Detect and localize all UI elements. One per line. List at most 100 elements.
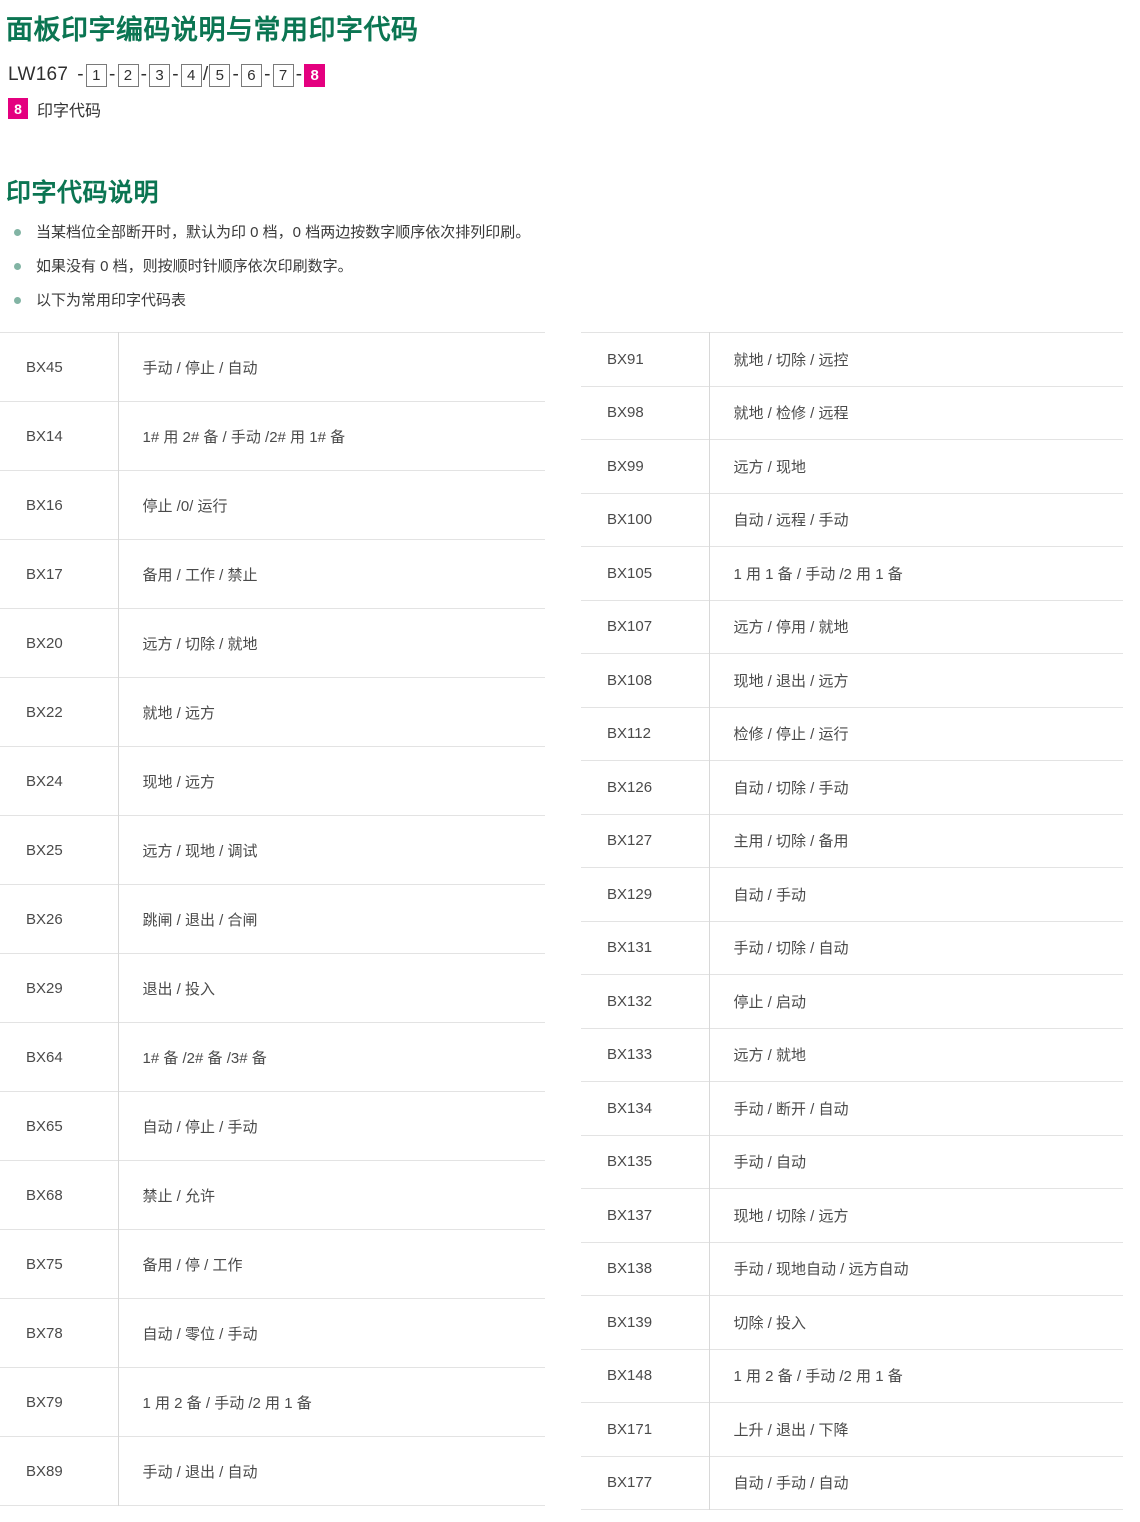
code-cell: BX137 (607, 1206, 653, 1224)
table-row: BX126 自动 / 切除 / 手动 (581, 760, 1123, 814)
code-dash: - (77, 64, 84, 86)
description-cell: 停止 / 启动 (708, 974, 1123, 1028)
description-cell: 自动 / 停止 / 手动 (117, 1091, 545, 1161)
code-cell: BX91 (607, 350, 644, 368)
table-row: BX131 手动 / 切除 / 自动 (581, 921, 1123, 975)
table-row: BX105 1 用 1 备 / 手动 /2 用 1 备 (581, 546, 1123, 600)
table-row: BX25 远方 / 现地 / 调试 (0, 815, 545, 885)
description-cell: 手动 / 停止 / 自动 (117, 332, 545, 402)
code-segment-4: 4 (180, 63, 202, 87)
description-cell: 1 用 1 备 / 手动 /2 用 1 备 (708, 546, 1123, 600)
table-row: BX24 现地 / 远方 (0, 746, 545, 816)
description-cell: 检修 / 停止 / 运行 (708, 707, 1123, 761)
code-segment-7: 7 (272, 63, 294, 87)
description-cell: 备用 / 停 / 工作 (117, 1229, 545, 1299)
code-table-right-column: BX91 就地 / 切除 / 远控 BX98 就地 / 检修 / 远程 BX99 远方 /… (568, 332, 1140, 1510)
code-cell: BX177 (607, 1474, 653, 1492)
code-cell: BX127 (607, 832, 653, 850)
code-cell: BX26 (26, 910, 63, 928)
table-row: BX148 1 用 2 备 / 手动 /2 用 1 备 (581, 1349, 1123, 1403)
bullet-dot-icon (14, 228, 21, 236)
model-name: LW167 (8, 64, 69, 86)
table-row: BX138 手动 / 现地自动 / 远方自动 (581, 1242, 1123, 1296)
table-row: BX45 手动 / 停止 / 自动 (0, 332, 545, 402)
code-cell: BX148 (607, 1367, 653, 1385)
table-row: BX75 备用 / 停 / 工作 (0, 1229, 545, 1299)
code-segment-8-highlight: 8 (304, 63, 326, 87)
list-item-text: 当某档位全部断开时，默认为印 0 档，0 档两边按数字顺序依次排列印刷。 (36, 223, 531, 241)
code-dash: - (232, 64, 240, 86)
code-cell: BX171 (607, 1420, 653, 1438)
code-dash: - (264, 64, 271, 86)
code-cell: BX20 (26, 634, 63, 652)
table-row: BX132 停止 / 启动 (581, 974, 1123, 1028)
code-cell: BX126 (607, 778, 653, 796)
legend-label: 印字代码 (37, 102, 102, 120)
table-row: BX171 上升 / 退出 / 下降 (581, 1402, 1123, 1456)
description-cell: 就地 / 检修 / 远程 (708, 386, 1123, 440)
code-cell: BX79 (26, 1393, 63, 1411)
table-row: BX129 自动 / 手动 (581, 867, 1123, 921)
description-cell: 退出 / 投入 (117, 953, 545, 1023)
code-slash: / (202, 64, 209, 86)
bullet-dot-icon (14, 297, 21, 305)
description-cell: 1 用 2 备 / 手动 /2 用 1 备 (117, 1367, 545, 1437)
legend-row: 8 印字代码 (0, 87, 1140, 121)
list-item-text: 以下为常用印字代码表 (36, 292, 187, 310)
code-cell: BX135 (607, 1153, 653, 1171)
legend-badge: 8 (8, 98, 28, 120)
table-row: BX78 自动 / 零位 / 手动 (0, 1298, 545, 1368)
description-cell: 自动 / 远程 / 手动 (708, 493, 1123, 547)
table-row: BX135 手动 / 自动 (581, 1135, 1123, 1189)
description-cell: 远方 / 现地 / 调试 (117, 815, 545, 885)
table-row: BX108 现地 / 退出 / 远方 (581, 653, 1123, 707)
list-item-text: 如果没有 0 档，则按顺时针顺序依次印刷数字。 (36, 258, 353, 275)
description-cell: 自动 / 零位 / 手动 (117, 1298, 545, 1368)
code-cell: BX129 (607, 885, 653, 903)
table-row: BX20 远方 / 切除 / 就地 (0, 608, 545, 678)
code-cell: BX99 (607, 457, 644, 475)
description-cell: 手动 / 现地自动 / 远方自动 (708, 1242, 1123, 1296)
table-row: BX98 就地 / 检修 / 远程 (581, 386, 1123, 440)
table-row: BX99 远方 / 现地 (581, 439, 1123, 493)
code-dash: - (108, 64, 116, 86)
code-cell: BX132 (607, 992, 653, 1010)
code-cell: BX133 (607, 1046, 653, 1064)
code-cell: BX16 (26, 496, 63, 514)
table-row: BX139 切除 / 投入 (581, 1295, 1123, 1349)
code-table-right: BX91 就地 / 切除 / 远控 BX98 就地 / 检修 / 远程 BX99 远方 /… (581, 332, 1123, 1510)
table-row: BX22 就地 / 远方 (0, 677, 545, 747)
description-cell: 禁止 / 允许 (117, 1160, 545, 1230)
description-cell: 远方 / 切除 / 就地 (117, 608, 545, 678)
description-cell: 手动 / 断开 / 自动 (708, 1081, 1123, 1135)
description-cell: 停止 /0/ 运行 (117, 470, 545, 540)
table-row: BX16 停止 /0/ 运行 (0, 470, 545, 540)
table-row: BX134 手动 / 断开 / 自动 (581, 1081, 1123, 1135)
code-cell: BX131 (607, 939, 653, 957)
description-cell: 远方 / 现地 (708, 439, 1123, 493)
code-table-left: BX45 手动 / 停止 / 自动 BX14 1# 用 2# 备 / 手动 /2# 用… (0, 332, 545, 1506)
code-segment-5: 5 (209, 63, 231, 87)
code-cell: BX139 (607, 1313, 653, 1331)
code-tables: BX45 手动 / 停止 / 自动 BX14 1# 用 2# 备 / 手动 /2# 用… (0, 332, 1140, 1510)
code-cell: BX108 (607, 671, 653, 689)
table-row: BX64 1# 备 /2# 备 /3# 备 (0, 1022, 545, 1092)
table-row: BX107 远方 / 停用 / 就地 (581, 600, 1123, 654)
code-cell: BX25 (26, 841, 63, 859)
table-row: BX100 自动 / 远程 / 手动 (581, 493, 1123, 547)
table-row: BX68 禁止 / 允许 (0, 1160, 545, 1230)
description-cell: 上升 / 退出 / 下降 (708, 1402, 1123, 1456)
code-cell: BX78 (26, 1324, 63, 1342)
description-cell: 现地 / 远方 (117, 746, 545, 816)
code-cell: BX75 (26, 1255, 63, 1273)
code-cell: BX45 (26, 358, 63, 376)
code-cell: BX64 (26, 1048, 63, 1066)
code-table-left-column: BX45 手动 / 停止 / 自动 BX14 1# 用 2# 备 / 手动 /2# 用… (0, 332, 568, 1510)
table-row: BX79 1 用 2 备 / 手动 /2 用 1 备 (0, 1367, 545, 1437)
code-dash: - (295, 64, 303, 86)
code-cell: BX14 (26, 427, 63, 445)
list-item: 如果没有 0 档，则按顺时针顺序依次印刷数字。 (14, 257, 1140, 291)
code-cell: BX134 (607, 1099, 653, 1117)
code-cell: BX98 (607, 404, 644, 422)
